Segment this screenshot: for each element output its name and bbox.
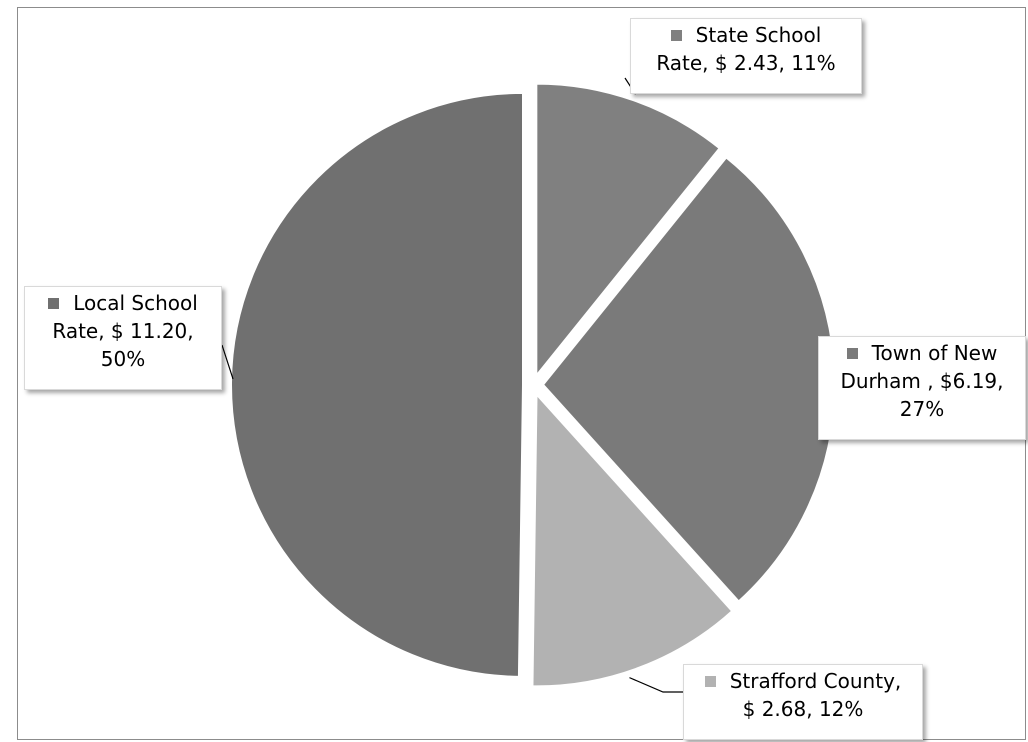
leader-line-local-school	[221, 344, 234, 380]
label-line-1: State School	[695, 23, 822, 47]
pie-slice-local-school	[230, 91, 524, 678]
label-line-1: Town of New	[871, 341, 998, 365]
pie-slice-state-school	[535, 82, 722, 379]
swatch-strafford-county	[704, 676, 716, 687]
data-label-state-school: State School Rate, $ 2.43, 11%	[630, 18, 862, 94]
data-label-strafford-county: Strafford County, $ 2.68, 12%	[683, 664, 923, 740]
label-line-2: Rate, $ 11.20,	[52, 319, 194, 343]
data-label-town-new-durham: Town of New Durham , $6.19, 27%	[818, 336, 1026, 440]
label-line-3: 50%	[100, 347, 146, 371]
label-line-1: Strafford County,	[729, 669, 902, 693]
label-line-3: 27%	[899, 397, 945, 421]
data-label-local-school: Local School Rate, $ 11.20, 50%	[24, 286, 222, 390]
swatch-local-school	[48, 298, 60, 309]
label-line-2: $ 2.68, 12%	[742, 697, 864, 721]
label-line-1: Local School	[73, 291, 198, 315]
swatch-state-school	[670, 30, 682, 41]
label-line-2: Durham , $6.19,	[840, 369, 1004, 393]
leader-line-strafford-county	[629, 677, 690, 693]
swatch-town-new-durham	[846, 348, 858, 359]
pie-slice-strafford-county	[531, 391, 734, 688]
label-line-2: Rate, $ 2.43, 11%	[656, 51, 836, 75]
